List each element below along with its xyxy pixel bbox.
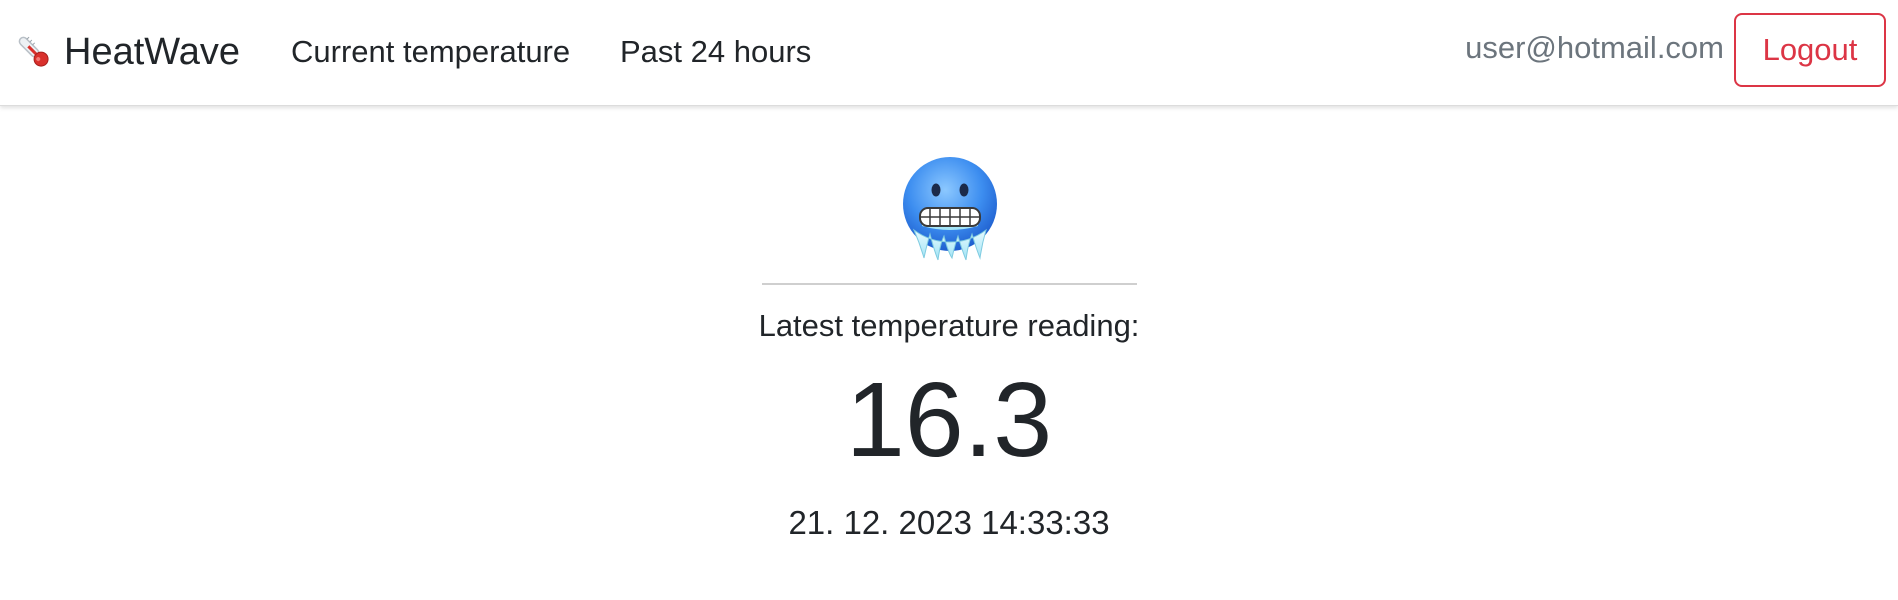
main-content: Latest temperature reading: 16.3 21. 12.… bbox=[0, 106, 1898, 600]
nav-link-past-24-hours[interactable]: Past 24 hours bbox=[620, 34, 812, 69]
user-email: user@hotmail.com bbox=[1465, 30, 1724, 65]
thermometer-icon bbox=[14, 32, 54, 72]
brand-name: HeatWave bbox=[64, 31, 240, 73]
divider bbox=[762, 283, 1137, 285]
temperature-value: 16.3 bbox=[845, 361, 1053, 479]
brand-link[interactable]: HeatWave bbox=[14, 24, 240, 80]
top-navbar: HeatWave Current temperature Past 24 hou… bbox=[0, 0, 1898, 106]
reading-timestamp: 21. 12. 2023 14:33:33 bbox=[788, 504, 1110, 541]
logout-button[interactable]: Logout bbox=[1734, 13, 1886, 87]
reading-label: Latest temperature reading: bbox=[758, 308, 1140, 343]
nav-link-current-temperature[interactable]: Current temperature bbox=[291, 34, 571, 69]
cold-face-icon bbox=[900, 154, 1000, 264]
